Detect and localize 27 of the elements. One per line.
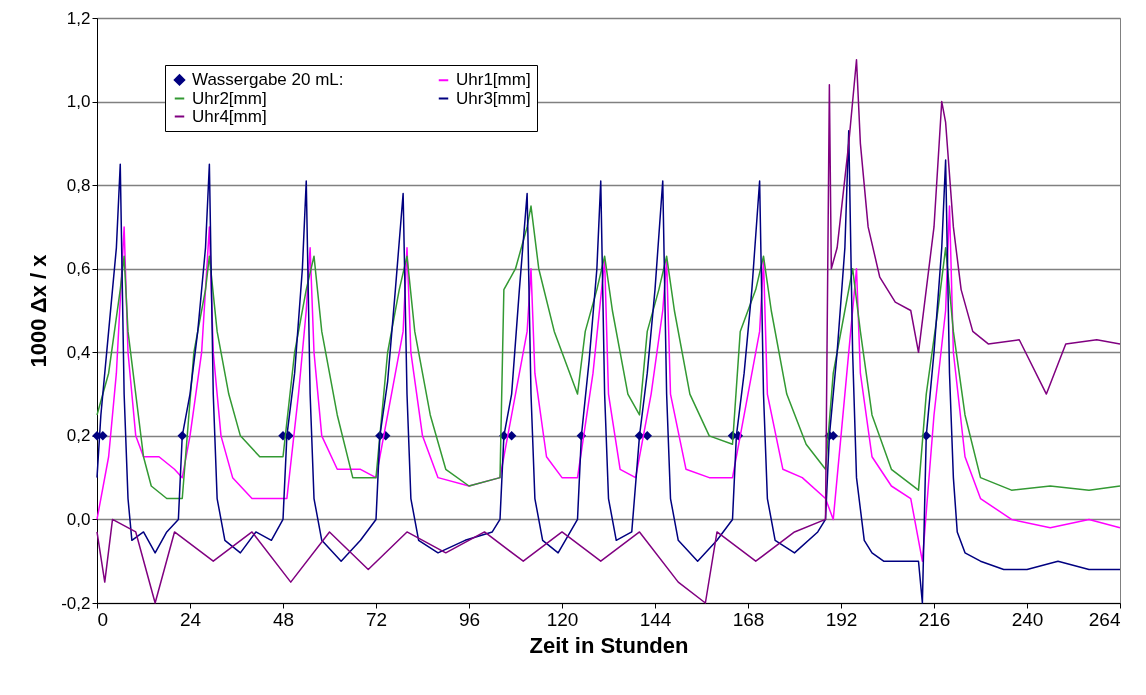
x-tick-label: 0 — [97, 608, 109, 630]
x-tick-label: 264 — [1088, 608, 1121, 630]
x-tick-label: 120 — [546, 608, 579, 630]
x-tick-label: 240 — [1011, 608, 1044, 630]
legend-label: Uhr2[mm] — [192, 88, 267, 108]
y-tick-label: -0,2 — [61, 593, 91, 613]
x-tick-label: 72 — [365, 608, 388, 630]
x-tick-label: 48 — [272, 608, 295, 630]
x-tick-label: 216 — [918, 608, 951, 630]
y-tick-label: 0,6 — [66, 259, 91, 279]
legend-label: Uhr1[mm] — [456, 70, 531, 90]
x-tick-label: 24 — [179, 608, 202, 630]
legend-label: Uhr4[mm] — [192, 106, 267, 126]
y-tick-label: 0,4 — [66, 342, 91, 362]
y-tick-label: 0,0 — [66, 509, 91, 529]
y-tick-label: 0,2 — [66, 426, 91, 446]
y-tick-label: 0,8 — [66, 175, 91, 195]
y-tick-label: 1,0 — [66, 92, 91, 112]
x-tick-label: 168 — [732, 608, 765, 630]
y-tick-label: 1,2 — [66, 8, 91, 28]
x-tick-label: 96 — [458, 608, 481, 630]
x-tick-label: 144 — [639, 608, 672, 630]
x-axis-title: Zeit in Stunden — [529, 632, 689, 658]
legend-label: Uhr3[mm] — [456, 88, 531, 108]
x-tick-label: 192 — [825, 608, 858, 630]
legend-label: Wassergabe 20 mL: — [192, 69, 344, 89]
y-axis-title: 1000 Δx / x — [26, 253, 52, 368]
